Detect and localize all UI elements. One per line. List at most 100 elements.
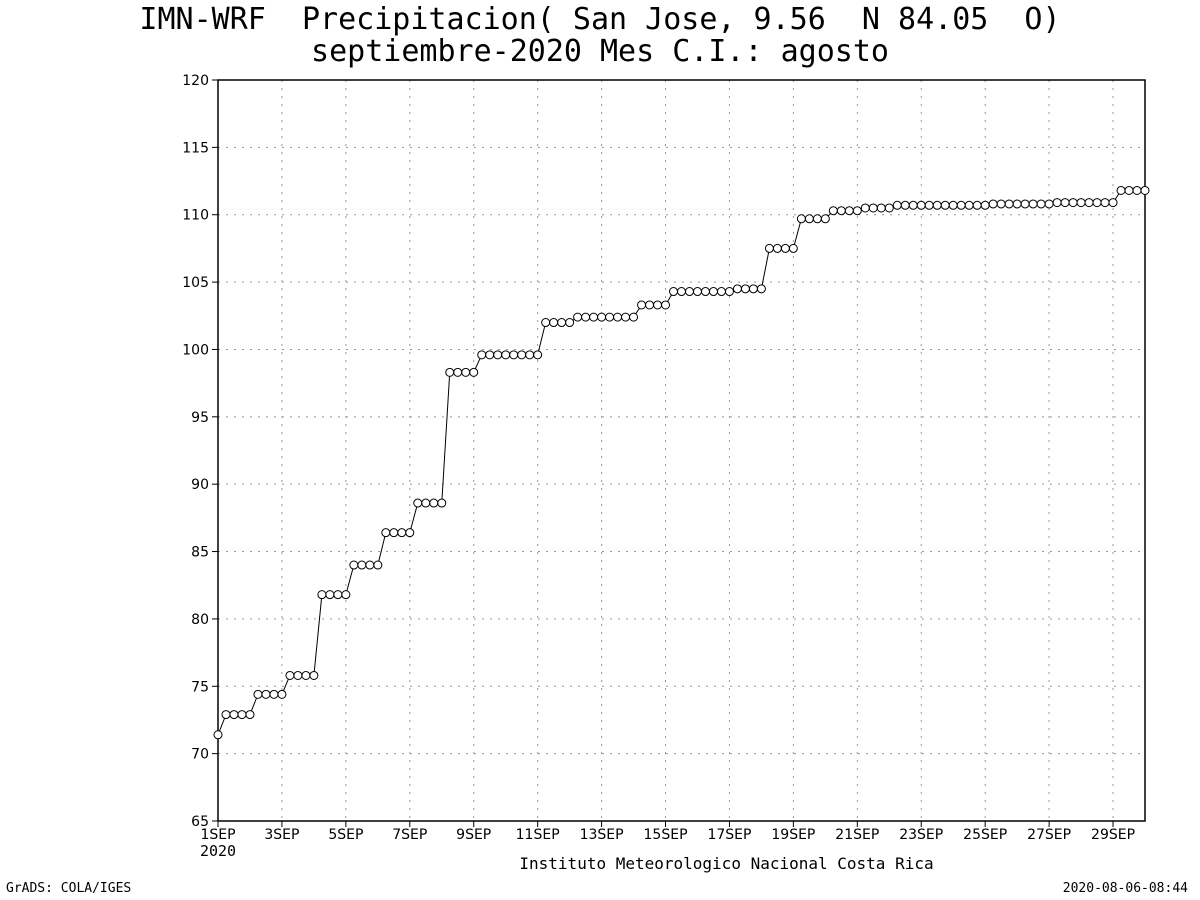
data-point	[645, 300, 655, 310]
chart-title: IMN-WRF Precipitacion( San Jose, 9.56 N …	[139, 2, 1061, 37]
data-point	[852, 206, 862, 216]
data-point	[677, 287, 686, 297]
data-point	[237, 710, 247, 720]
data-point	[1108, 198, 1118, 208]
y-tick-label: 90	[191, 477, 209, 493]
data-point	[445, 367, 455, 377]
data-point	[477, 350, 487, 360]
y-axis-ticks: 65 70 75 80 85 90 95 100 105 110 115 120	[182, 73, 218, 830]
chart-subtitle: septiembre-2020 Mes C.I.: agosto	[311, 34, 889, 69]
data-point	[309, 670, 319, 680]
data-point	[389, 528, 399, 538]
data-point	[1084, 198, 1094, 208]
data-point	[541, 318, 551, 328]
x-tick-label: 15SEP	[644, 827, 688, 843]
data-point	[1028, 199, 1038, 209]
data-point	[485, 350, 495, 360]
data-point	[692, 287, 702, 297]
x-axis-year-label: 2020	[200, 842, 236, 860]
data-point	[365, 560, 375, 570]
x-axis-label: Instituto Meteorologico Nacional Costa R…	[519, 854, 933, 873]
data-point	[1132, 185, 1142, 195]
y-tick-label: 120	[182, 73, 209, 89]
data-point	[229, 710, 239, 720]
data-point	[341, 590, 351, 600]
x-tick-label: 1SEP	[200, 827, 235, 843]
data-point	[525, 350, 535, 360]
y-tick-label: 110	[182, 208, 209, 224]
data-point	[285, 670, 295, 680]
x-tick-label: 23SEP	[899, 827, 943, 843]
data-point	[764, 243, 774, 253]
data-point	[469, 367, 479, 377]
data-point	[988, 199, 998, 209]
data-point	[924, 200, 934, 210]
data-point	[916, 200, 926, 210]
x-tick-label: 5SEP	[328, 827, 363, 843]
data-point	[557, 318, 567, 328]
data-point	[573, 312, 583, 322]
data-point	[932, 200, 942, 210]
data-point	[405, 528, 415, 538]
data-point	[501, 350, 511, 360]
data-point	[820, 214, 830, 224]
y-tick-label: 80	[191, 612, 209, 628]
data-point	[860, 203, 870, 213]
data-point	[1004, 199, 1014, 209]
y-tick-label: 95	[191, 410, 209, 426]
data-point	[956, 200, 966, 210]
data-point	[876, 203, 886, 213]
data-point	[708, 287, 718, 297]
data-point	[972, 200, 982, 210]
data-point	[748, 284, 758, 294]
data-point	[1100, 198, 1110, 208]
data-point	[1012, 199, 1022, 209]
x-tick-label: 13SEP	[580, 827, 624, 843]
data-point	[421, 498, 431, 508]
data-point	[221, 710, 231, 720]
data-point	[293, 670, 303, 680]
data-point	[317, 590, 327, 600]
data-point	[333, 590, 343, 600]
data-point	[509, 350, 519, 360]
data-point	[1116, 185, 1126, 195]
data-point	[812, 214, 822, 224]
data-point	[892, 200, 902, 210]
data-point	[868, 203, 878, 213]
y-tick-label: 70	[191, 747, 209, 763]
x-tick-label: 19SEP	[771, 827, 815, 843]
grads-credit: GrADS: COLA/IGES	[6, 881, 132, 896]
y-tick-label: 100	[182, 342, 209, 358]
data-point	[1124, 185, 1134, 195]
data-point	[948, 200, 958, 210]
series-line	[217, 189, 1145, 735]
data-point	[629, 312, 639, 322]
data-point	[772, 243, 782, 253]
data-point	[940, 200, 950, 210]
data-point	[1060, 198, 1070, 208]
data-point	[804, 214, 814, 224]
data-point	[716, 287, 726, 297]
data-point	[732, 284, 742, 294]
data-point	[780, 243, 790, 253]
y-tick-label: 105	[182, 275, 209, 291]
data-point	[980, 200, 990, 210]
x-tick-label: 21SEP	[835, 827, 879, 843]
y-tick-label: 75	[191, 679, 209, 695]
data-point	[1052, 198, 1062, 208]
data-point	[637, 300, 647, 310]
data-point	[581, 312, 591, 322]
data-point	[517, 350, 527, 360]
data-point	[613, 312, 623, 322]
data-point	[1076, 198, 1086, 208]
data-point	[756, 284, 766, 294]
data-point	[461, 367, 471, 377]
data-point	[1140, 185, 1150, 195]
x-tick-label: 11SEP	[516, 827, 560, 843]
x-tick-label: 3SEP	[264, 827, 299, 843]
data-point	[1044, 199, 1054, 209]
data-point	[684, 287, 694, 297]
data-point	[661, 300, 671, 310]
y-tick-label: 85	[191, 545, 209, 561]
